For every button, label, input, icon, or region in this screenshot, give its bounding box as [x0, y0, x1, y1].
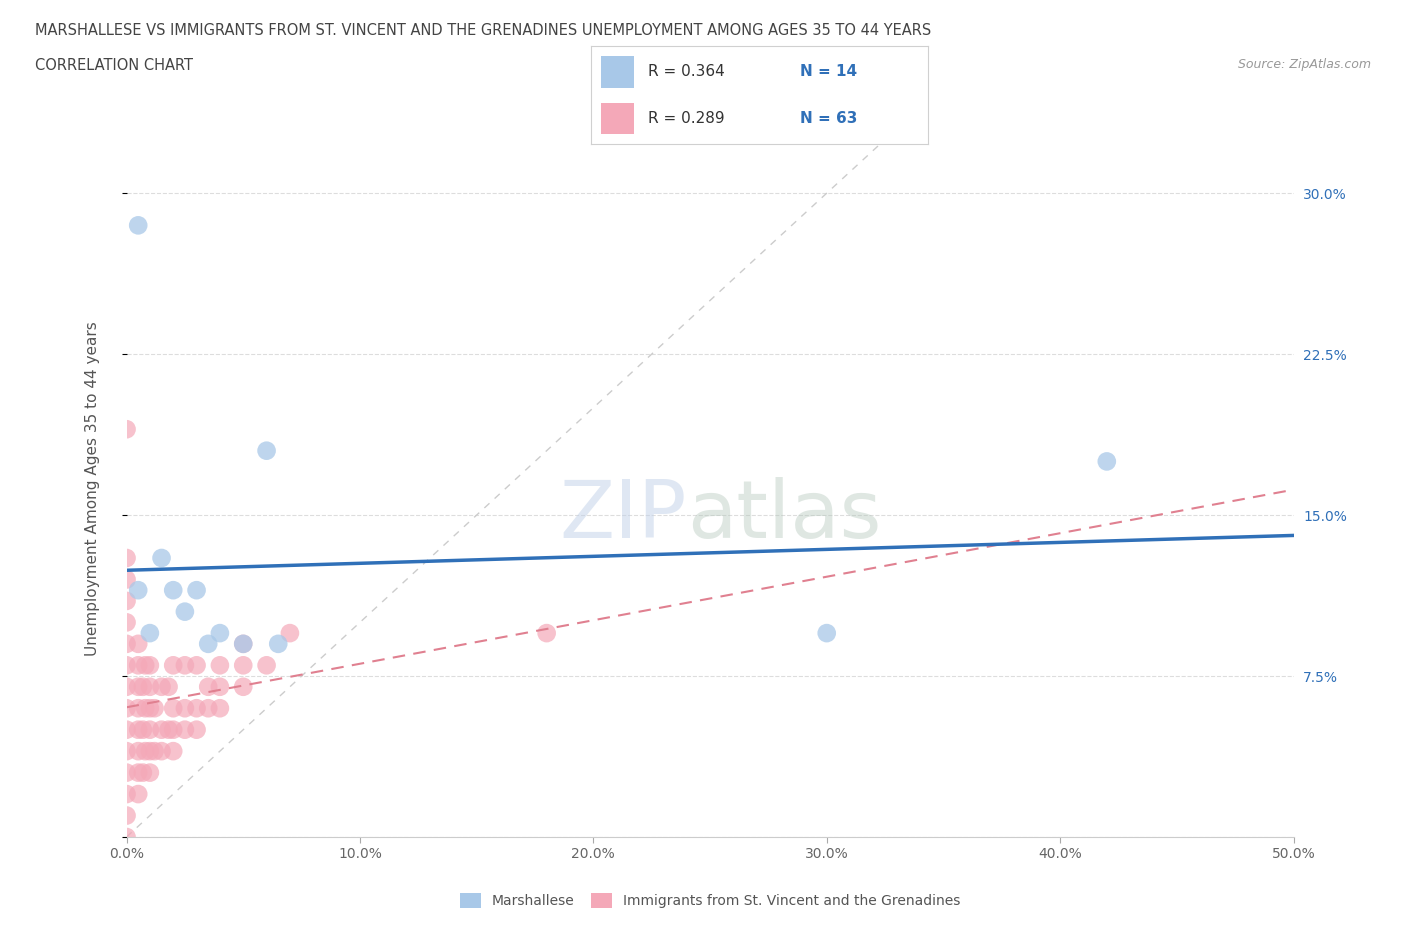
FancyBboxPatch shape	[600, 103, 634, 135]
Point	[267, 636, 290, 651]
Point	[174, 701, 197, 716]
Point	[162, 744, 184, 759]
Point	[174, 604, 197, 619]
Point	[139, 658, 162, 672]
Point	[127, 701, 149, 716]
Point	[115, 572, 138, 587]
Point	[139, 765, 162, 780]
Point	[115, 679, 138, 694]
Point	[134, 658, 156, 672]
Text: MARSHALLESE VS IMMIGRANTS FROM ST. VINCENT AND THE GRENADINES UNEMPLOYMENT AMONG: MARSHALLESE VS IMMIGRANTS FROM ST. VINCE…	[35, 23, 931, 38]
Point	[132, 765, 155, 780]
Point	[127, 679, 149, 694]
Point	[232, 679, 254, 694]
Point	[232, 636, 254, 651]
Point	[127, 787, 149, 802]
Point	[208, 658, 231, 672]
Point	[1095, 454, 1118, 469]
Point	[150, 679, 173, 694]
Point	[197, 701, 219, 716]
FancyBboxPatch shape	[600, 56, 634, 87]
Point	[115, 615, 138, 630]
Point	[150, 551, 173, 565]
Text: atlas: atlas	[686, 477, 882, 555]
Point	[174, 723, 197, 737]
Text: R = 0.289: R = 0.289	[648, 112, 724, 126]
Point	[256, 658, 278, 672]
Point	[174, 658, 197, 672]
Point	[115, 808, 138, 823]
Point	[132, 679, 155, 694]
Point	[162, 723, 184, 737]
Point	[150, 723, 173, 737]
Point	[232, 636, 254, 651]
Point	[115, 744, 138, 759]
Point	[115, 636, 138, 651]
Text: Source: ZipAtlas.com: Source: ZipAtlas.com	[1237, 58, 1371, 71]
Point	[232, 658, 254, 672]
Point	[127, 658, 149, 672]
Point	[115, 658, 138, 672]
Point	[197, 636, 219, 651]
Point	[162, 583, 184, 598]
Point	[186, 658, 208, 672]
Point	[150, 744, 173, 759]
Text: CORRELATION CHART: CORRELATION CHART	[35, 58, 193, 73]
Point	[132, 723, 155, 737]
Point	[115, 723, 138, 737]
Point	[139, 626, 162, 641]
Point	[186, 701, 208, 716]
Point	[115, 422, 138, 437]
Point	[115, 593, 138, 608]
Point	[139, 723, 162, 737]
Point	[134, 701, 156, 716]
Point	[157, 679, 180, 694]
Point	[139, 679, 162, 694]
Point	[127, 583, 149, 598]
Point	[139, 744, 162, 759]
Point	[162, 701, 184, 716]
Point	[157, 723, 180, 737]
Point	[115, 765, 138, 780]
Legend: Marshallese, Immigrants from St. Vincent and the Grenadines: Marshallese, Immigrants from St. Vincent…	[454, 888, 966, 914]
Point	[143, 744, 166, 759]
Point	[815, 626, 838, 641]
Point	[256, 444, 278, 458]
Point	[115, 787, 138, 802]
Point	[208, 679, 231, 694]
Y-axis label: Unemployment Among Ages 35 to 44 years: Unemployment Among Ages 35 to 44 years	[86, 321, 100, 656]
Point	[278, 626, 301, 641]
Point	[197, 679, 219, 694]
Point	[208, 626, 231, 641]
Point	[127, 765, 149, 780]
Text: N = 14: N = 14	[800, 64, 856, 79]
Point	[127, 218, 149, 232]
Text: N = 63: N = 63	[800, 112, 858, 126]
Point	[143, 701, 166, 716]
Point	[127, 636, 149, 651]
Point	[208, 701, 231, 716]
Point	[134, 744, 156, 759]
Point	[115, 701, 138, 716]
Point	[186, 583, 208, 598]
Text: R = 0.364: R = 0.364	[648, 64, 724, 79]
Point	[162, 658, 184, 672]
Point	[127, 744, 149, 759]
Point	[139, 701, 162, 716]
Point	[115, 551, 138, 565]
Point	[127, 723, 149, 737]
Point	[115, 830, 138, 844]
Point	[186, 723, 208, 737]
Point	[536, 626, 558, 641]
Text: ZIP: ZIP	[560, 477, 686, 555]
